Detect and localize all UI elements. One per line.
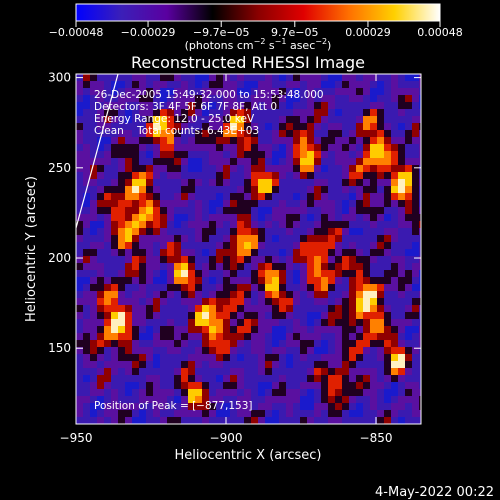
- annotation-energy: Energy Range: 12.0 - 25.0 keV: [94, 113, 255, 125]
- y-tick-label: 300: [48, 71, 71, 85]
- colorbar-frame: [75, 3, 441, 22]
- colorbar-tick-label: 9.7e−05: [271, 26, 318, 39]
- plot-frame: [75, 73, 422, 425]
- annotation-counts: Clean Total counts: 6.43E+03: [94, 125, 259, 137]
- annotation-time-range: 26-Dec-2005 15:49:32.000 to 15:53:48.000: [94, 89, 324, 101]
- y-axis-label: Heliocentric Y (arcsec): [24, 176, 39, 322]
- annotation-peak: Position of Peak = [−877,153]: [94, 400, 253, 412]
- footer-date: 4-May-2022 00:22: [375, 485, 494, 500]
- colorbar-fill: [76, 4, 440, 21]
- colorbar-tick-label: −0.00048: [49, 26, 104, 39]
- annotations: 26-Dec-2005 15:49:32.000 to 15:53:48.000…: [94, 89, 324, 412]
- colorbar: −0.00048 −0.00029 −9.7e−05 9.7e−05 0.00029 0.…: [49, 3, 463, 52]
- x-tick-label: −850: [360, 431, 393, 445]
- colorbar-tick-label: 0.00048: [417, 26, 463, 39]
- x-axis-label: Heliocentric X (arcsec): [175, 448, 322, 463]
- x-axis: −950−900−850−800: [60, 74, 393, 445]
- y-tick-label: 150: [48, 341, 71, 355]
- colorbar-ticks: −0.00048 −0.00029 −9.7e−05 9.7e−05 0.00029 0.…: [49, 21, 463, 39]
- colorbar-tick-label: 0.00029: [345, 26, 391, 39]
- y-tick-label: 250: [48, 161, 71, 175]
- heatmap-image: [76, 74, 421, 424]
- chart-title: Reconstructed RHESSI Image: [131, 53, 365, 72]
- colorbar-units: (photons cm−2 s−1 asec−2): [185, 37, 332, 52]
- x-tick-label: −950: [60, 431, 93, 445]
- x-tick-label: −900: [210, 431, 243, 445]
- y-axis: 150 200 250 300: [48, 71, 421, 355]
- colorbar-tick-label: −0.00029: [121, 26, 176, 39]
- colorbar-tick-label: −9.7e−05: [193, 26, 250, 39]
- limb-line: [76, 74, 119, 229]
- y-tick-label: 200: [48, 251, 71, 265]
- annotation-detectors: Detectors: 3F 4F 5F 6F 7F 8F, Att 0: [94, 101, 277, 113]
